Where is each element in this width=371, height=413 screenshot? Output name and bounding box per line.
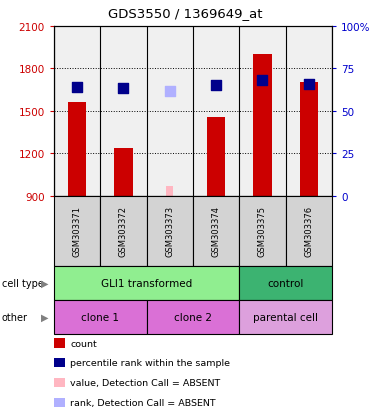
Point: [120, 85, 126, 92]
Point: [167, 88, 173, 95]
Text: GSM303371: GSM303371: [72, 206, 82, 257]
Point: [306, 81, 312, 88]
Point: [259, 77, 265, 84]
Text: clone 2: clone 2: [174, 312, 212, 322]
Bar: [207, 118, 226, 196]
Text: percentile rank within the sample: percentile rank within the sample: [70, 358, 230, 368]
Text: GSM303375: GSM303375: [258, 206, 267, 257]
Point: [74, 84, 80, 91]
Text: other: other: [2, 312, 28, 322]
Text: GLI1 transformed: GLI1 transformed: [101, 278, 192, 288]
Bar: [300, 83, 318, 196]
Text: ▶: ▶: [41, 312, 48, 322]
Point: [213, 83, 219, 89]
Bar: [114, 148, 133, 196]
Text: count: count: [70, 339, 97, 348]
Text: GSM303372: GSM303372: [119, 206, 128, 257]
Text: ▶: ▶: [41, 278, 48, 288]
Text: control: control: [267, 278, 304, 288]
Text: cell type: cell type: [2, 278, 44, 288]
Text: value, Detection Call = ABSENT: value, Detection Call = ABSENT: [70, 378, 221, 387]
Bar: [166, 186, 174, 196]
Bar: [253, 55, 272, 196]
Text: GSM303373: GSM303373: [165, 206, 174, 257]
Text: GSM303374: GSM303374: [211, 206, 221, 257]
Text: parental cell: parental cell: [253, 312, 318, 322]
Text: clone 1: clone 1: [81, 312, 119, 322]
Text: rank, Detection Call = ABSENT: rank, Detection Call = ABSENT: [70, 398, 216, 407]
Bar: [68, 102, 86, 196]
Text: GSM303376: GSM303376: [304, 206, 313, 257]
Text: GDS3550 / 1369649_at: GDS3550 / 1369649_at: [108, 7, 263, 20]
